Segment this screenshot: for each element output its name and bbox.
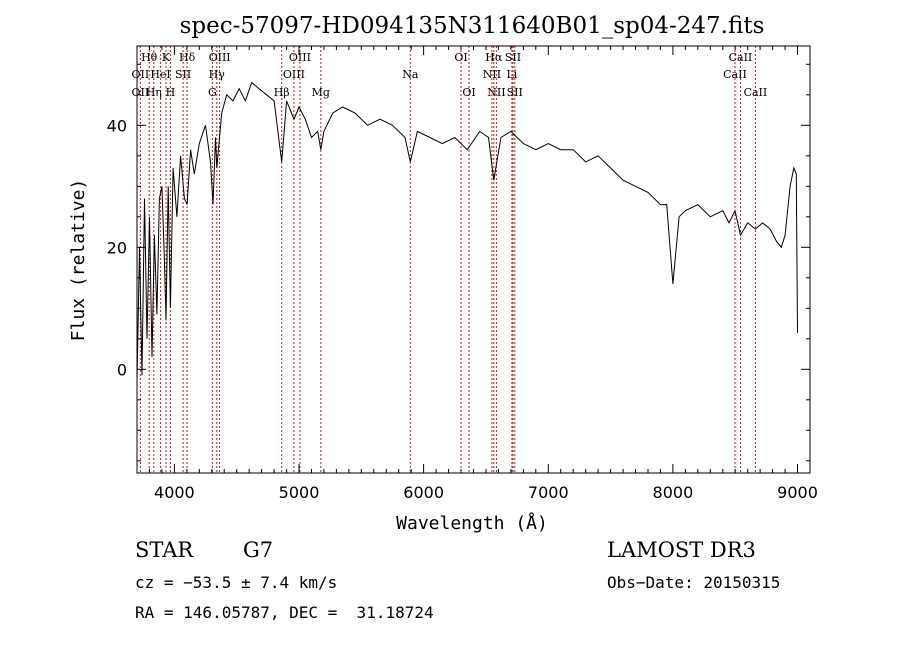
y-tick-label: 40	[107, 116, 127, 135]
line-label: SII	[507, 86, 523, 99]
line-label: Hγ	[209, 68, 226, 81]
line-label: Hβ	[274, 86, 290, 99]
y-tick-label: 20	[107, 238, 127, 257]
line-label: K	[162, 51, 171, 64]
x-tick-label: 9000	[777, 483, 818, 502]
line-label: CaII	[723, 68, 747, 81]
line-labels: Hθ OII OII K HeI Hη Hδ SII H OIII Hγ G OIII OIII Hβ Mg N…	[132, 51, 768, 99]
y-axis-label: Flux (relative)	[68, 179, 89, 342]
line-label: Mg	[312, 86, 330, 99]
survey-name: LAMOST DR3	[607, 538, 756, 562]
line-label: Li	[506, 68, 517, 81]
chart-title: spec-57097-HD094135N311640B01_sp04-247.f…	[180, 13, 765, 39]
line-label: CaII	[744, 86, 768, 99]
emission-line-markers	[139, 46, 756, 473]
line-label: OIII	[283, 68, 305, 81]
line-label: OIII	[209, 51, 231, 64]
redshift-velocity: cz = −53.5 ± 7.4 km/s	[135, 573, 338, 592]
x-tick-label: 4000	[154, 483, 195, 502]
line-label: NII	[483, 68, 501, 81]
line-label: OII	[132, 68, 150, 81]
spectrum-line	[136, 81, 798, 382]
line-label: SII	[505, 51, 521, 64]
object-class: STAR	[135, 538, 194, 562]
line-label: NII	[487, 86, 505, 99]
spectral-subclass: G7	[243, 538, 274, 562]
line-label: Hθ	[141, 51, 158, 64]
y-tick-label: 0	[117, 360, 127, 379]
line-label: G	[208, 86, 217, 99]
x-tick-label: 6000	[403, 483, 444, 502]
line-label: SII	[175, 68, 191, 81]
line-label: Hα	[485, 51, 503, 64]
coordinates: RA = 146.05787, DEC = 31.18724	[135, 603, 434, 622]
line-label: OI	[462, 86, 475, 99]
line-label: CaII	[729, 51, 753, 64]
x-tick-label: 7000	[528, 483, 569, 502]
line-label: Hη	[146, 86, 162, 99]
axis-ticks: 4000 5000 6000 7000 8000 9000 0 20 40	[107, 46, 818, 502]
spectrum-chart: spec-57097-HD094135N311640B01_sp04-247.f…	[68, 13, 818, 534]
x-tick-label: 8000	[653, 483, 694, 502]
spectrum-series	[136, 81, 798, 382]
x-tick-label: 5000	[279, 483, 320, 502]
line-label: Hδ	[179, 51, 196, 64]
plot-frame	[136, 45, 811, 474]
line-label: HeI	[150, 68, 170, 81]
line-label: OI	[454, 51, 467, 64]
line-label: OII	[132, 86, 150, 99]
observation-date: Obs−Date: 20150315	[607, 573, 781, 592]
x-axis-label: Wavelength (Å)	[396, 512, 548, 534]
line-label: OIII	[289, 51, 311, 64]
line-label: H	[166, 86, 176, 99]
line-label: Na	[402, 68, 419, 81]
